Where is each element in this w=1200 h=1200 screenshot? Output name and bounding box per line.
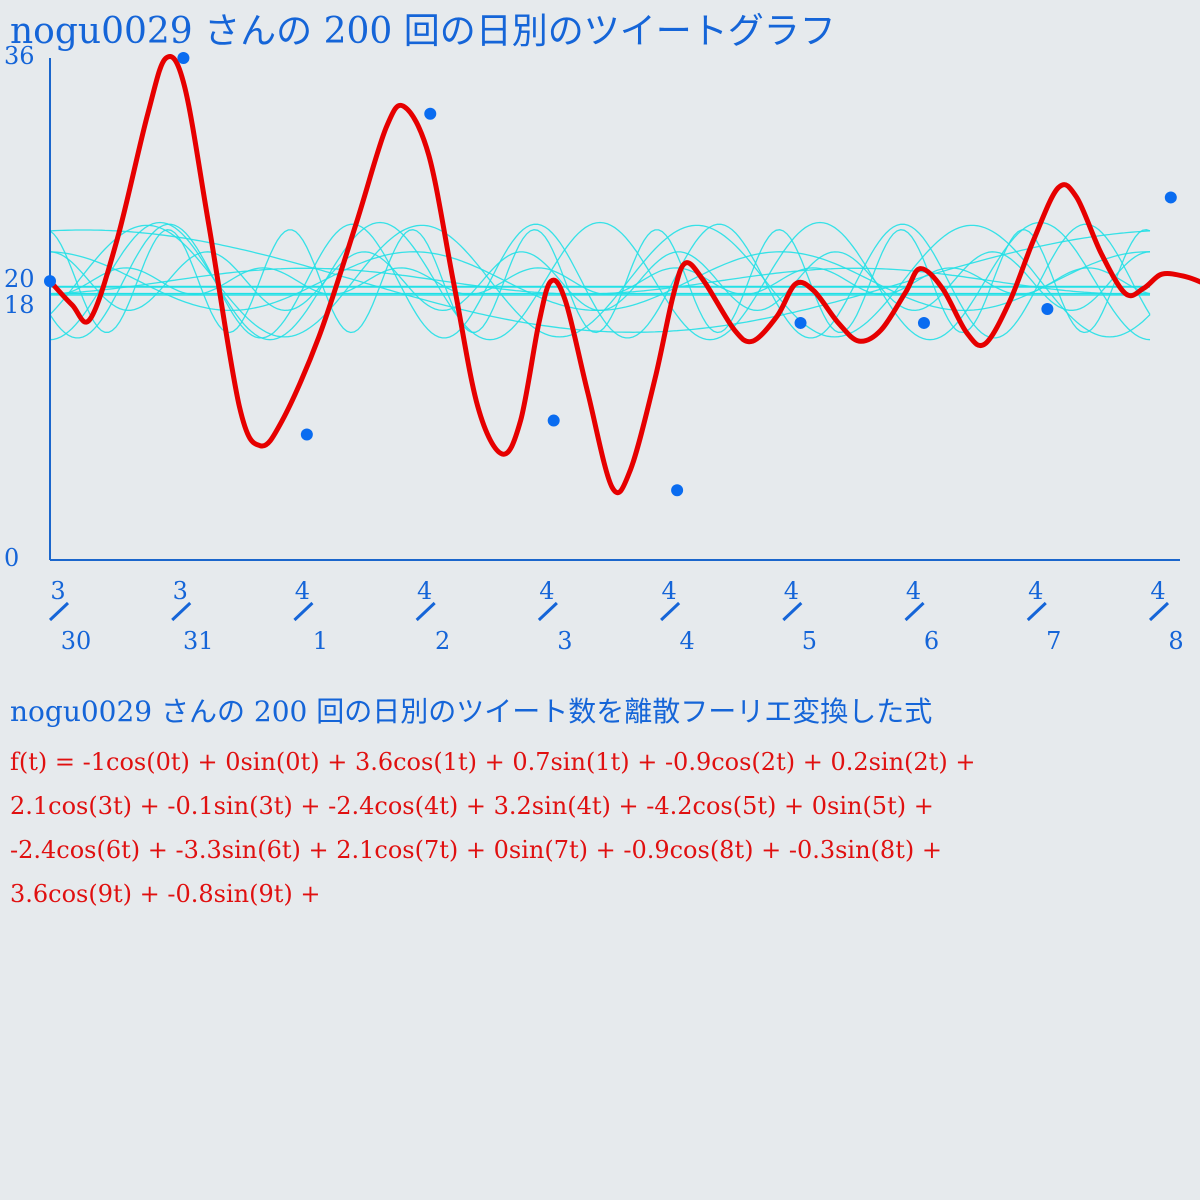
data-point	[1041, 303, 1054, 315]
x-tick: 42	[415, 577, 450, 655]
x-tick-day: 5	[802, 627, 817, 655]
x-tick: 45	[782, 577, 817, 655]
formula-line: 2.1cos(3t) + -0.1sin(3t) + -2.4cos(4t) +…	[10, 792, 934, 820]
x-tick: 43	[537, 577, 573, 655]
x-tick-slash	[415, 601, 436, 622]
x-tick: 44	[660, 577, 695, 655]
data-point	[177, 52, 190, 64]
data-point	[1164, 191, 1177, 204]
x-tick-month: 4	[906, 577, 921, 605]
x-tick-day: 7	[1046, 627, 1061, 655]
component-curves	[49, 221, 1151, 341]
x-tick: 41	[293, 577, 328, 655]
chart-title: nogu0029 さんの 200 回の日別のツイートグラフ	[10, 11, 836, 52]
x-tick-month: 4	[784, 577, 799, 605]
x-tick-slash	[904, 601, 925, 622]
x-tick: 3 31	[171, 577, 214, 655]
data-point	[917, 316, 930, 329]
x-tick-day: 4	[679, 627, 694, 655]
x-tick-month: 3	[173, 577, 188, 605]
data-point	[794, 316, 807, 329]
component-curve	[49, 251, 1151, 312]
data-point	[300, 428, 313, 441]
x-tick-day: 2	[435, 627, 450, 655]
data-point	[547, 414, 560, 427]
x-tick-slash	[660, 601, 681, 622]
component-curve	[49, 223, 1151, 339]
x-tick-month: 4	[1150, 577, 1165, 605]
component-curve	[49, 221, 1151, 341]
x-tick-slash	[171, 601, 192, 622]
y-tick-label: 36	[4, 42, 35, 70]
x-tick-month: 3	[50, 577, 65, 605]
chart-axes	[49, 58, 1180, 561]
formula-line: 3.6cos(9t) + -0.8sin(9t) +	[10, 880, 321, 908]
x-tick-slash	[293, 601, 314, 622]
x-tick-month: 4	[539, 577, 554, 605]
y-tick-label: 0	[4, 544, 19, 572]
x-tick-day: 3	[557, 627, 572, 655]
x-tick-slash	[782, 601, 803, 622]
fourier-formula: f(t) = -1cos(0t) + 0sin(0t) + 3.6cos(1t)…	[10, 740, 1190, 916]
x-tick-day: 6	[924, 627, 939, 655]
x-tick: 46	[904, 577, 939, 655]
x-tick-slash	[537, 601, 558, 622]
x-tick-day: 8	[1168, 627, 1183, 655]
data-point	[44, 275, 56, 288]
x-tick-slash	[1148, 601, 1170, 622]
data-point	[671, 484, 684, 497]
x-tick-day: 30	[61, 627, 92, 655]
formula-title: nogu0029 さんの 200 回の日別のツイート数を離散フーリエ変換した式	[10, 695, 933, 728]
x-tick: 47	[1026, 577, 1061, 655]
fourier-curve	[47, 54, 1200, 496]
formula-line: f(t) = -1cos(0t) + 0sin(0t) + 3.6cos(1t)…	[10, 748, 976, 776]
data-point	[424, 107, 437, 120]
y-tick-label: 20	[4, 265, 35, 293]
x-tick-day: 1	[313, 627, 328, 655]
x-tick-slash	[1026, 601, 1047, 622]
x-tick-month: 4	[661, 577, 676, 605]
x-tick-day: 31	[183, 627, 214, 655]
fourier-curve-line	[47, 54, 1200, 496]
x-tick: 48	[1148, 577, 1184, 655]
x-tick-slash	[48, 601, 70, 622]
x-tick-month: 4	[1028, 577, 1043, 605]
data-points	[44, 52, 1177, 497]
y-tick-label: 18	[4, 291, 35, 319]
x-tick-month: 4	[295, 577, 310, 605]
formula-line: -2.4cos(6t) + -3.3sin(6t) + 2.1cos(7t) +…	[10, 836, 942, 864]
x-tick-month: 4	[417, 577, 432, 605]
x-tick: 3 30	[48, 577, 92, 655]
